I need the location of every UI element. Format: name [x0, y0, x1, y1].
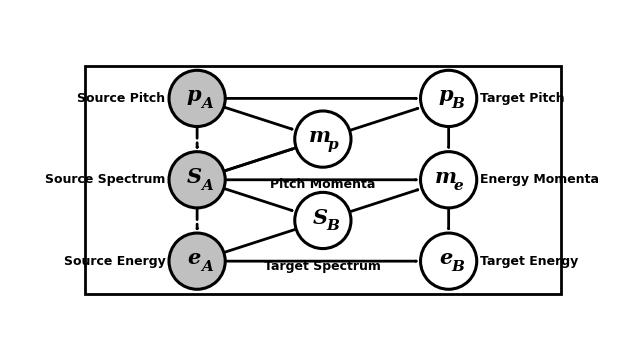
Circle shape: [295, 192, 351, 248]
Text: A: A: [201, 260, 213, 274]
Text: p: p: [438, 85, 453, 105]
Text: Target Pitch: Target Pitch: [481, 92, 565, 105]
Circle shape: [421, 152, 477, 208]
Circle shape: [169, 233, 226, 289]
Text: S: S: [312, 208, 328, 227]
Text: Source Pitch: Source Pitch: [77, 92, 165, 105]
FancyArrowPatch shape: [226, 149, 292, 171]
Text: S: S: [186, 167, 202, 187]
Text: p: p: [187, 85, 202, 105]
Text: A: A: [201, 179, 213, 193]
Text: p: p: [327, 138, 338, 152]
Circle shape: [169, 152, 226, 208]
FancyArrowPatch shape: [226, 189, 292, 210]
Text: B: B: [452, 97, 465, 111]
Text: B: B: [452, 260, 465, 274]
Text: A: A: [201, 97, 213, 111]
FancyArrowPatch shape: [226, 108, 418, 171]
Text: Pitch Momenta: Pitch Momenta: [270, 178, 375, 191]
Text: Target Energy: Target Energy: [481, 255, 579, 268]
FancyArrowPatch shape: [226, 190, 418, 252]
Text: Target Spectrum: Target Spectrum: [265, 260, 381, 273]
Text: Source Energy: Source Energy: [64, 255, 165, 268]
Circle shape: [169, 70, 226, 126]
Text: B: B: [326, 219, 339, 234]
Text: e: e: [454, 179, 463, 193]
Text: m: m: [435, 167, 457, 187]
Circle shape: [421, 70, 477, 126]
Text: e: e: [188, 248, 201, 268]
Circle shape: [421, 233, 477, 289]
Text: e: e: [439, 248, 452, 268]
Text: Source Spectrum: Source Spectrum: [45, 173, 165, 186]
FancyArrowPatch shape: [226, 108, 292, 129]
Circle shape: [295, 111, 351, 167]
Text: m: m: [309, 126, 331, 146]
Text: Energy Momenta: Energy Momenta: [481, 173, 600, 186]
